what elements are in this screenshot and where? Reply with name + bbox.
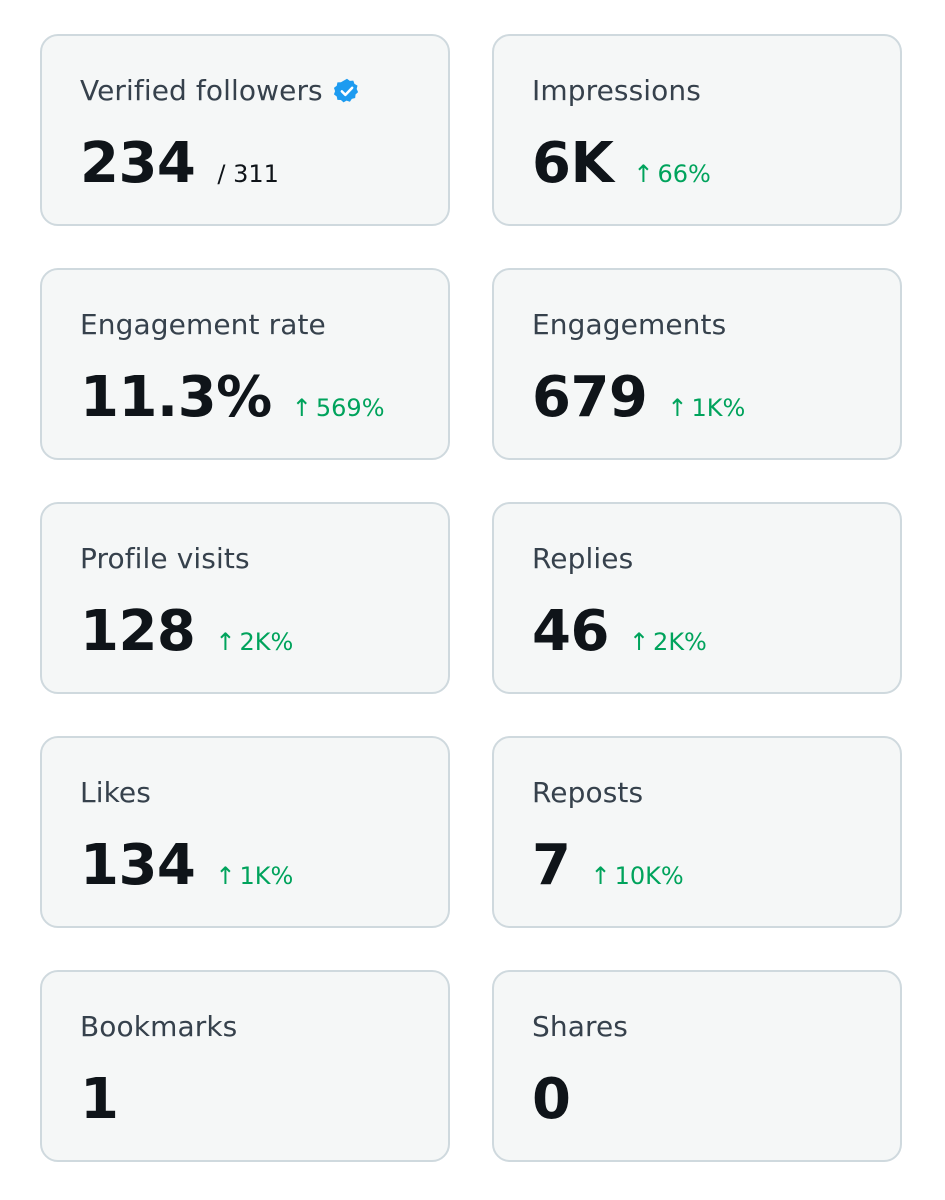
metric-label-row: Impressions [532,74,701,107]
metric-label: Verified followers [80,74,323,107]
metric-change: ↑ 1K% [667,394,745,422]
arrow-up-icon: ↑ [215,628,236,656]
metric-value: 7 [532,833,571,898]
arrow-up-icon: ↑ [590,862,611,890]
metric-change-value: 1K% [239,862,294,890]
metric-card-likes[interactable]: Likes 134 ↑ 1K% [40,736,450,928]
metric-change: ↑ 2K% [629,628,707,656]
metric-label-row: Shares [532,1010,628,1043]
metric-value-row: 128 ↑ 2K% [80,604,293,660]
metric-label: Impressions [532,74,701,107]
metric-change-value: 2K% [239,628,294,656]
metric-change: ↑ 10K% [590,862,683,890]
arrow-up-icon: ↑ [628,628,650,656]
metric-card-reposts[interactable]: Reposts 7 ↑ 10K% [492,736,902,928]
metric-value: 128 [80,599,196,664]
arrow-up-icon: ↑ [633,160,654,188]
metric-label-row: Reposts [532,776,643,809]
metric-card-replies[interactable]: Replies 46 ↑ 2K% [492,502,902,694]
metric-value-row: 679 ↑ 1K% [532,370,745,426]
metric-change-value: 66% [657,160,711,188]
metric-card-shares[interactable]: Shares 0 [492,970,902,1162]
metric-value: 234 [80,131,196,196]
metric-label: Bookmarks [80,1010,238,1043]
metric-label: Likes [80,776,151,809]
metric-value-row: 234 / 311 [80,136,279,192]
metric-value: 46 [532,599,609,664]
metric-change: ↑ 2K% [215,628,293,656]
metric-label: Shares [532,1010,628,1043]
metric-label-row: Bookmarks [80,1010,237,1043]
metric-label-row: Engagement rate [80,308,326,341]
metric-change: ↑ 1K% [215,862,293,890]
metric-label: Engagements [532,308,727,341]
metric-value: 134 [80,833,196,898]
metric-card-bookmarks[interactable]: Bookmarks 1 [40,970,450,1162]
metric-change-value: 569% [315,394,385,422]
metric-change-value: 2K% [653,628,707,656]
metric-card-engagement-rate[interactable]: Engagement rate 11.3% ↑ 569% [40,268,450,460]
metric-change: ↑ 66% [633,160,710,188]
metric-label-row: Replies [532,542,633,575]
metric-value-row: 134 ↑ 1K% [80,838,293,894]
metric-change-value: 1K% [691,394,746,422]
metric-value: 1 [80,1067,119,1132]
metric-card-profile-visits[interactable]: Profile visits 128 ↑ 2K% [40,502,450,694]
metric-label: Replies [532,542,634,575]
arrow-up-icon: ↑ [291,394,312,422]
metric-value-row: 7 ↑ 10K% [532,838,684,894]
arrow-up-icon: ↑ [215,862,236,890]
metric-value-row: 0 [532,1067,571,1132]
metric-value: 6K [532,131,614,196]
metric-value: 0 [532,1067,571,1132]
metric-value-row: 6K ↑ 66% [532,136,711,192]
metric-value-row: 46 ↑ 2K% [532,604,707,660]
metric-label-row: Likes [80,776,151,809]
metric-label: Profile visits [80,542,250,575]
metric-label-row: Verified followers [80,74,361,107]
metric-change-value: 10K% [614,862,684,890]
metric-label: Reposts [532,776,644,809]
arrow-up-icon: ↑ [667,394,688,422]
metric-label: Engagement rate [80,308,326,341]
metric-card-engagements[interactable]: Engagements 679 ↑ 1K% [492,268,902,460]
metric-value: 679 [532,365,648,430]
metric-label-row: Engagements [532,308,726,341]
metric-total: / 311 [217,160,279,188]
verified-badge-icon [333,77,361,105]
metric-card-impressions[interactable]: Impressions 6K ↑ 66% [492,34,902,226]
metric-change: ↑ 569% [292,394,385,422]
metric-value-row: 1 [80,1067,119,1132]
metric-value-row: 11.3% ↑ 569% [80,370,385,426]
metric-card-verified-followers[interactable]: Verified followers 234 / 311 [40,34,450,226]
metric-value: 11.3% [80,365,272,430]
metric-label-row: Profile visits [80,542,250,575]
